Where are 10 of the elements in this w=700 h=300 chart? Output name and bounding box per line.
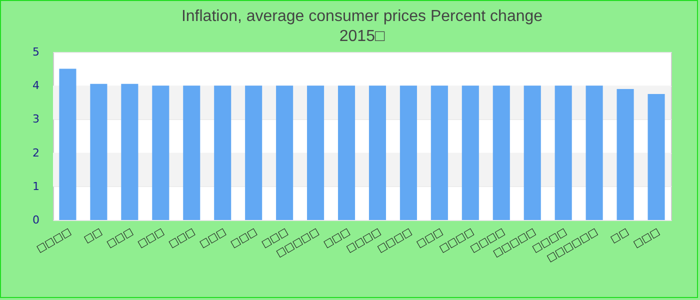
x-tick-label: □□ (82, 226, 104, 246)
y-tick-label: 0 (32, 214, 40, 226)
chart-title: Inflation, average consumer prices Percent change (181, 8, 543, 25)
y-tick-label: 4 (32, 79, 40, 92)
x-tick-label: □□ (608, 226, 631, 246)
y-tick-label: 3 (32, 112, 40, 126)
y-tick-label: 2 (32, 146, 40, 160)
y-tick-label: 5 (32, 46, 40, 58)
y-tick-label: 1 (32, 180, 40, 193)
chart-subtitle: 2015□ (339, 28, 385, 45)
